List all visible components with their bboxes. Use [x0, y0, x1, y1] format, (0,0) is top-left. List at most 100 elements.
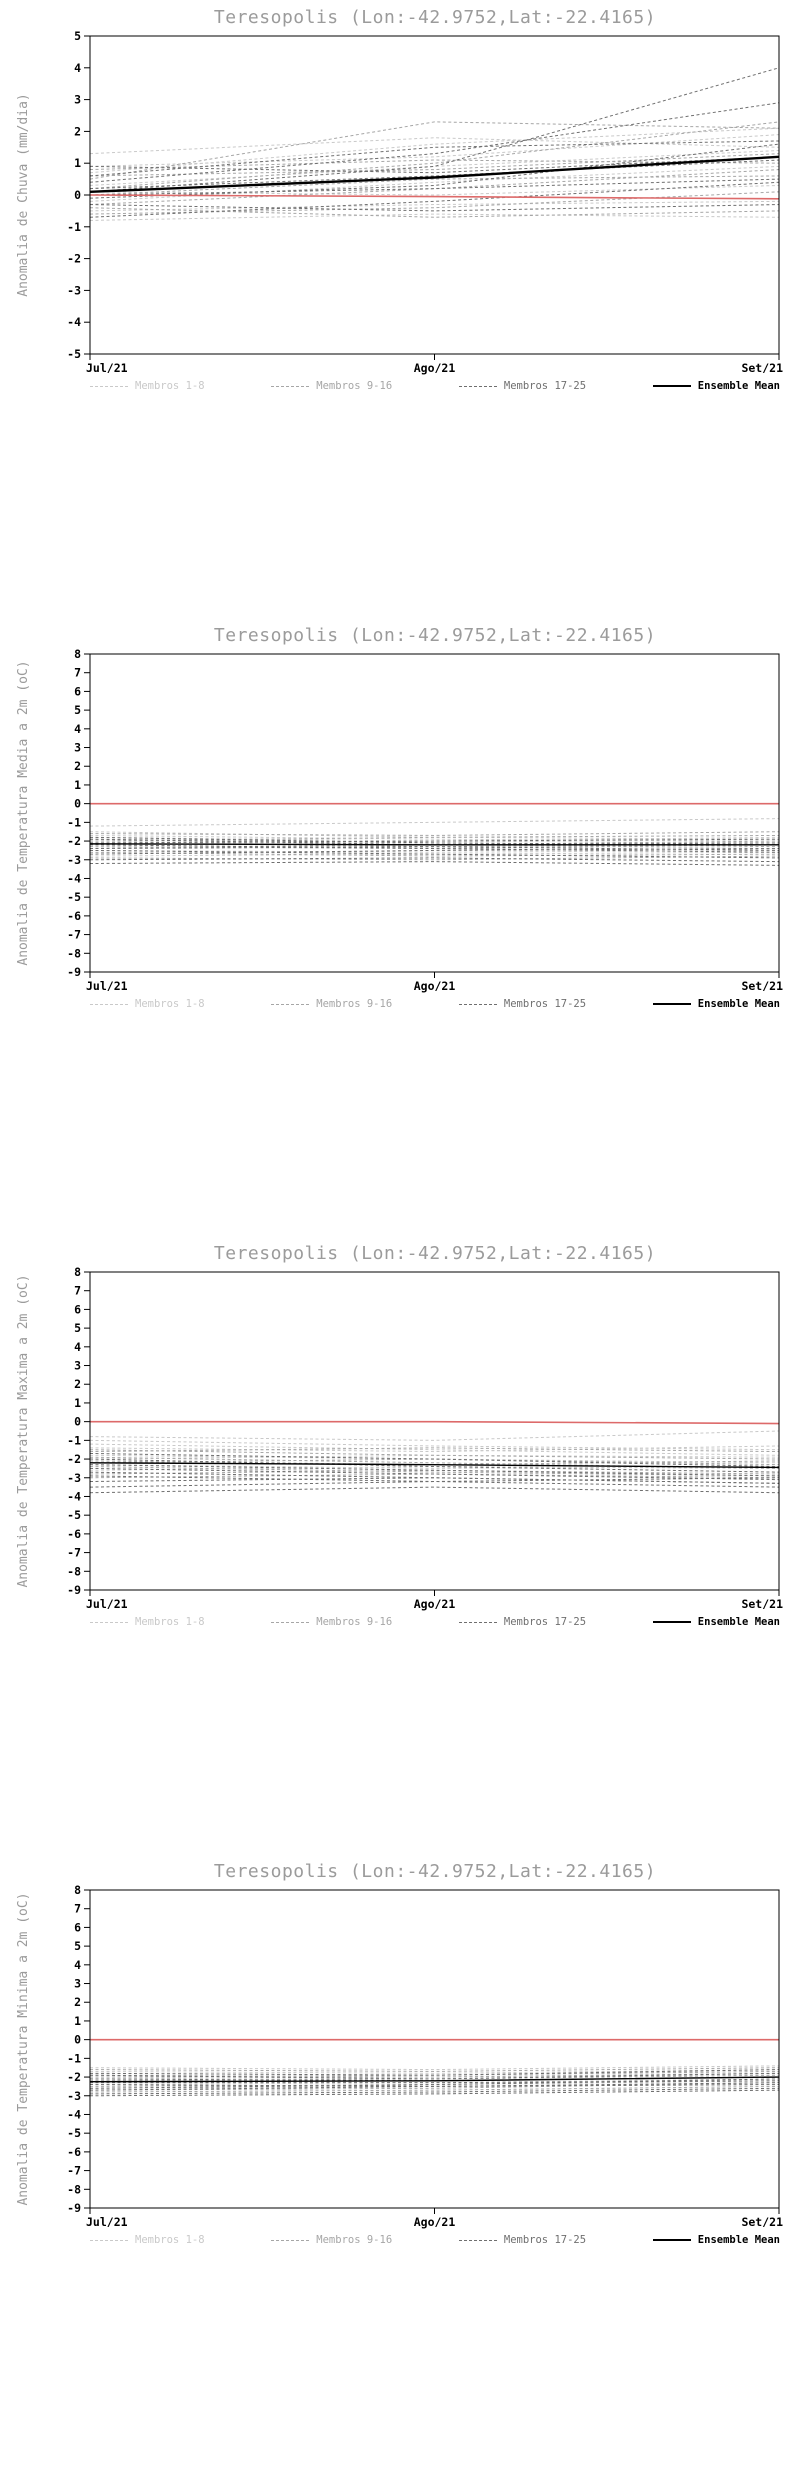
member-line: [89, 1475, 780, 1483]
chart-title: Teresopolis (Lon:-42.9752,Lat:-22.4165): [213, 625, 657, 646]
y-tick-label: -1: [67, 2051, 81, 2065]
member-line: [89, 1430, 780, 1441]
member-line: [89, 156, 780, 174]
member-line: [89, 2082, 780, 2087]
y-tick-label: -3: [67, 1471, 81, 1485]
y-tick-label: -7: [67, 2164, 81, 2178]
y-tick-label: -9: [67, 1583, 81, 1597]
member-line: [89, 1481, 780, 1488]
y-tick-label: 2: [74, 1995, 81, 2009]
member-line: [89, 2078, 780, 2086]
member-line: [89, 1471, 780, 1484]
y-tick-label: -6: [67, 2145, 81, 2159]
member-line: [89, 2080, 780, 2087]
plot-frame: [89, 653, 780, 973]
y-tick-label: -2: [67, 834, 81, 848]
member-line: [89, 2084, 780, 2091]
y-tick-label: -8: [67, 2182, 81, 2196]
y-tick-label: -3: [67, 2089, 81, 2103]
member-line: [89, 213, 780, 221]
legend-item-members-9-16: Membros 9-16: [271, 998, 392, 1010]
ensemble-mean-line: [89, 2076, 780, 2083]
legend: Membros 1-8 Membros 9-16 Membros 17-25 E…: [90, 998, 780, 1010]
y-tick-label: -1: [67, 1433, 81, 1447]
member-line: [89, 102, 780, 183]
legend-label: Membros 1-8: [135, 2234, 205, 2246]
y-tick-label: -5: [67, 890, 81, 904]
chart-title: Teresopolis (Lon:-42.9752,Lat:-22.4165): [213, 1861, 657, 1882]
plot-area: -9 -8 -7 -6 -5 -4 -3 -2 -1 0 1 2 3 4 5 6 7 8 Jul/21 Ago/21 S…: [67, 1265, 783, 1611]
member-line: [89, 153, 780, 177]
plot-area: -9 -8 -7 -6 -5 -4 -3 -2 -1 0 1 2 3 4 5 6 7 8 Jul/21 Ago/21 S…: [67, 647, 783, 993]
legend-label: Membros 9-16: [316, 1616, 393, 1628]
legend-label: Membros 17-25: [503, 998, 587, 1010]
member-line: [89, 1443, 780, 1456]
chart-title: Teresopolis (Lon:-42.9752,Lat:-22.4165): [213, 7, 657, 28]
y-tick-label: -9: [67, 2201, 81, 2215]
y-tick-label: 8: [74, 1883, 81, 1897]
member-line: [89, 181, 780, 218]
y-tick-label: 4: [74, 1958, 81, 1972]
member-line: [89, 2087, 780, 2095]
member-line: [89, 1447, 780, 1453]
legend-label: Ensemble Mean: [697, 1616, 780, 1628]
y-tick-label: 2: [74, 124, 81, 138]
legend-line-sample: [652, 1003, 691, 1005]
member-line: [89, 857, 780, 863]
legend-label: Membros 9-16: [316, 380, 393, 392]
legend-line-sample: [652, 2239, 691, 2241]
y-tick-label: -5: [67, 2126, 81, 2140]
member-line: [89, 1454, 780, 1464]
member-line: [89, 1449, 780, 1460]
legend-label: Membros 17-25: [503, 380, 587, 392]
x-tick-label: Jul/21: [86, 979, 128, 993]
legend-item-members-17-25: Membros 17-25: [458, 380, 587, 392]
y-tick-label: -7: [67, 1546, 81, 1560]
member-line: [90, 2080, 780, 2084]
plot-frame: [89, 1271, 780, 1591]
x-tick-label: Set/21: [741, 979, 783, 993]
y-tick-label: 3: [74, 1977, 81, 1991]
chart-precipitation-anomaly: Teresopolis (Lon:-42.9752,Lat:-22.4165) …: [0, 0, 800, 618]
plot-area: -5 -4 -3 -2 -1 0 1 2 3 4 5 Jul/21 Ago/21 Set/21: [67, 29, 783, 375]
member-line: [89, 831, 780, 836]
legend-item-ensemble-mean: Ensemble Mean: [652, 1616, 780, 1628]
chart-max-temperature-anomaly: Teresopolis (Lon:-42.9752,Lat:-22.4165) …: [0, 1236, 800, 1854]
legend: Membros 1-8 Membros 9-16 Membros 17-25 E…: [90, 2234, 780, 2246]
y-tick-label: 0: [74, 1415, 81, 1429]
legend-item-ensemble-mean: Ensemble Mean: [652, 2234, 780, 2246]
y-tick-label: 5: [74, 703, 81, 717]
ensemble-mean-line: [89, 843, 779, 846]
member-line: [89, 1466, 780, 1477]
legend-line-sample: [458, 1003, 497, 1005]
member-line: [89, 1464, 780, 1477]
member-line: [89, 2065, 780, 2071]
y-tick-label: -4: [67, 315, 81, 329]
legend-line-sample: [458, 2239, 497, 2241]
legend-label: Ensemble Mean: [697, 380, 780, 392]
x-tick-label: Ago/21: [414, 979, 456, 993]
y-tick-label: -9: [67, 965, 81, 979]
y-tick-label: -2: [67, 252, 81, 266]
y-tick-label: 0: [74, 188, 81, 202]
x-tick-label: Set/21: [741, 2215, 783, 2229]
member-line: [89, 191, 780, 215]
y-tick-label: 1: [74, 156, 81, 170]
member-line: [89, 2089, 780, 2097]
y-tick-label: -4: [67, 2107, 81, 2121]
member-line: [89, 127, 780, 174]
legend-line-sample: [90, 2239, 128, 2241]
y-tick-label: 7: [74, 1284, 81, 1298]
legend-line-sample: [271, 385, 310, 387]
y-tick-label: 3: [74, 1359, 81, 1373]
legend-label: Ensemble Mean: [697, 2234, 780, 2246]
member-line: [89, 1458, 780, 1466]
x-tick-label: Ago/21: [414, 2215, 456, 2229]
member-line: [89, 2072, 780, 2080]
member-line: [89, 1452, 780, 1468]
member-line: [89, 2082, 780, 2091]
member-line: [89, 851, 780, 857]
x-tick-label: Jul/21: [86, 361, 128, 375]
plot-frame: [89, 1889, 780, 2209]
